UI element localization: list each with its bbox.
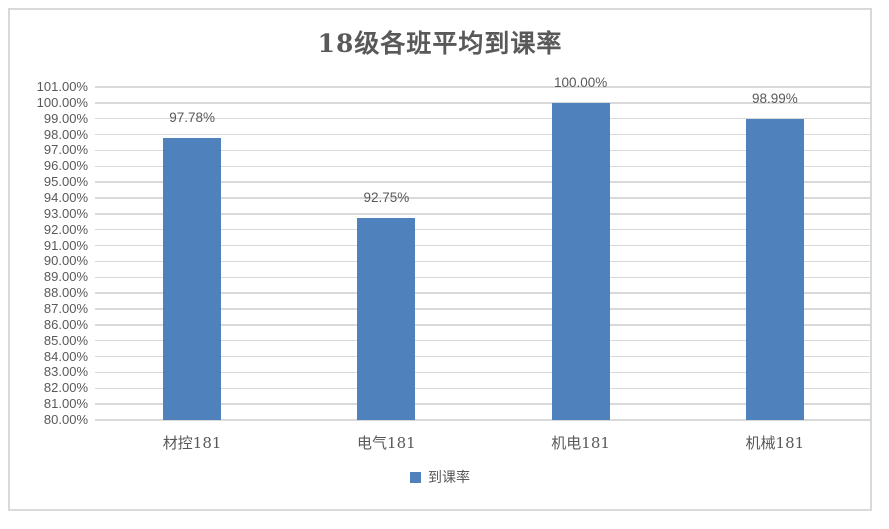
gridline [95,292,872,294]
y-axis-tick-label: 86.00% [43,316,88,332]
legend[interactable]: 到课率 [10,467,870,487]
gridline [95,387,872,390]
y-axis-tick-label: 94.00% [43,190,88,205]
legend-label: 到课率 [428,470,470,486]
y-axis-tick-label: 82.00% [43,380,88,396]
bar-data-label: 92.75% [363,189,410,205]
bar-data-label: 98.99% [751,90,798,106]
gridline [95,149,872,152]
bar-data-label: 100.00% [553,74,608,90]
y-axis-tick-label: 100.00% [36,94,88,110]
plot-area [95,86,872,421]
gridline [95,197,872,199]
gridline [95,403,872,405]
gridline [95,86,872,88]
y-axis-tick-label: 85.00% [43,332,88,348]
x-axis-category-label: 机械181 [745,434,805,452]
y-axis-tick-label: 89.00% [43,269,88,285]
y-axis-tick-label: 95.00% [43,174,88,190]
y-axis-tick-label: 92.00% [43,221,88,237]
y-axis-tick-label: 101.00% [36,79,88,94]
gridline [95,324,872,326]
legend-swatch-icon [410,471,421,483]
y-axis-tick-label: 96.00% [43,158,88,174]
chart-title: 18级各班平均到课率 [317,29,563,58]
gridline [95,419,872,421]
bar[interactable] [745,118,804,420]
y-axis-tick-label: 80.00% [43,412,88,427]
gridline [95,371,872,374]
y-axis-tick-label: 84.00% [43,348,88,364]
gridline [95,133,872,136]
y-axis-tick-label: 91.00% [43,237,88,253]
gridline [95,355,872,358]
gridline [95,102,872,104]
x-axis-category-label: 机电181 [551,434,610,452]
gridline [95,213,872,215]
y-axis-tick-label: 98.00% [43,126,88,142]
gridline [95,181,872,183]
y-axis-tick-label: 87.00% [43,301,88,316]
y-axis-tick-label: 93.00% [43,205,88,221]
y-axis-tick-label: 99.00% [43,110,88,126]
bar[interactable] [357,217,416,420]
y-axis-tick-label: 81.00% [43,396,88,412]
bar[interactable] [163,138,222,420]
gridline [95,339,872,342]
bar-data-label: 97.78% [169,110,216,126]
gridline [95,308,872,310]
y-axis-tick-label: 83.00% [43,364,88,380]
x-axis-category-label: 材控181 [162,434,222,452]
y-axis-tick-label: 90.00% [43,253,88,269]
gridline [95,228,872,231]
gridline [95,244,872,247]
gridline [95,117,872,120]
gridline [95,276,872,279]
y-axis-tick-label: 97.00% [43,142,88,158]
gridline [95,165,872,168]
gridline [95,260,872,263]
chart-frame[interactable]: 18级各班平均到课率 101.00% 100.00% 99.00% 98.00% 97.… [8,8,872,511]
x-axis-category-label: 电气181 [357,434,416,452]
bar[interactable] [551,102,610,420]
y-axis-tick-label: 88.00% [43,285,88,301]
